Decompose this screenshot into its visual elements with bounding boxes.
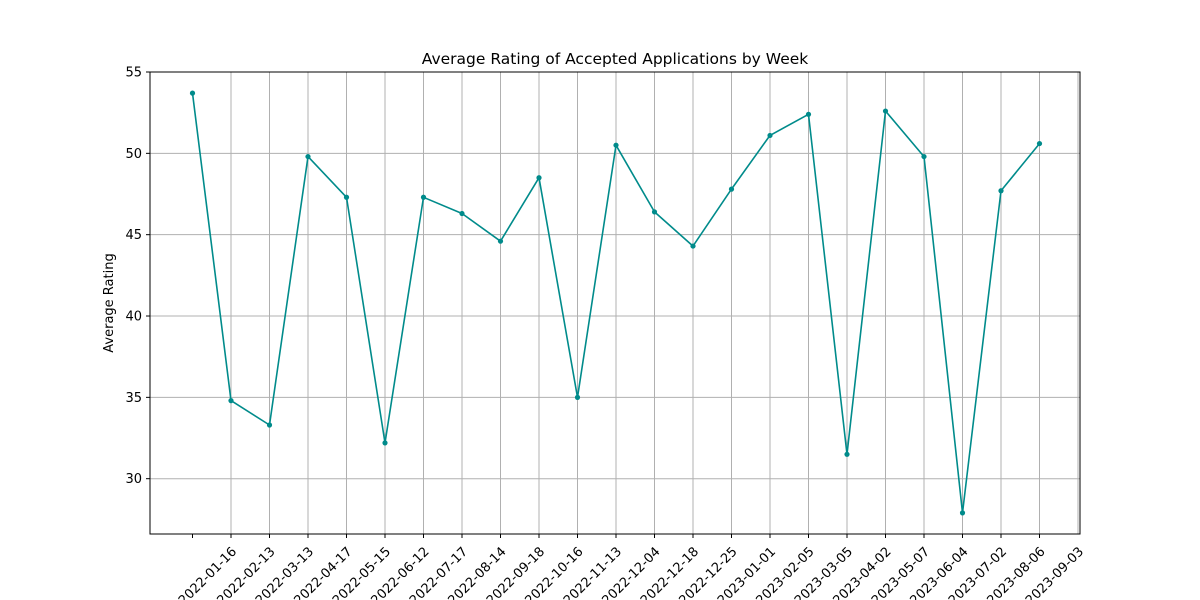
data-point bbox=[728, 186, 735, 192]
data-point bbox=[767, 132, 773, 139]
y-tick-label: 55 bbox=[125, 66, 142, 81]
data-point bbox=[189, 90, 196, 96]
data-point bbox=[844, 451, 850, 457]
data-point bbox=[690, 243, 696, 249]
data-point bbox=[574, 394, 581, 400]
data-point bbox=[228, 398, 234, 404]
data-point bbox=[305, 153, 311, 160]
y-tick-label: 40 bbox=[125, 310, 142, 325]
y-tick-label: 45 bbox=[125, 228, 142, 243]
data-point bbox=[998, 188, 1004, 194]
data-point bbox=[613, 142, 619, 148]
y-axis: 30 35 40 45 50 55 bbox=[125, 66, 150, 487]
series-layer bbox=[189, 90, 1043, 516]
y-tick-label: 50 bbox=[125, 147, 142, 162]
y-tick-label: 30 bbox=[125, 472, 142, 487]
data-point bbox=[882, 108, 889, 114]
data-point bbox=[651, 209, 658, 215]
data-point bbox=[1036, 140, 1043, 147]
plot-area-frame bbox=[149, 71, 1081, 535]
chart-title: Average Rating of Accepted Applications … bbox=[422, 50, 809, 68]
data-point bbox=[805, 111, 812, 117]
y-axis-label: Average Rating bbox=[102, 253, 117, 352]
data-point bbox=[497, 238, 504, 244]
y-tick-label: 35 bbox=[125, 391, 142, 406]
data-point bbox=[959, 510, 966, 516]
data-point bbox=[459, 210, 465, 217]
data-point bbox=[921, 153, 927, 160]
data-point bbox=[266, 422, 273, 428]
data-point bbox=[343, 194, 350, 200]
data-point bbox=[536, 175, 542, 181]
data-point bbox=[382, 440, 388, 446]
data-point bbox=[420, 194, 427, 200]
